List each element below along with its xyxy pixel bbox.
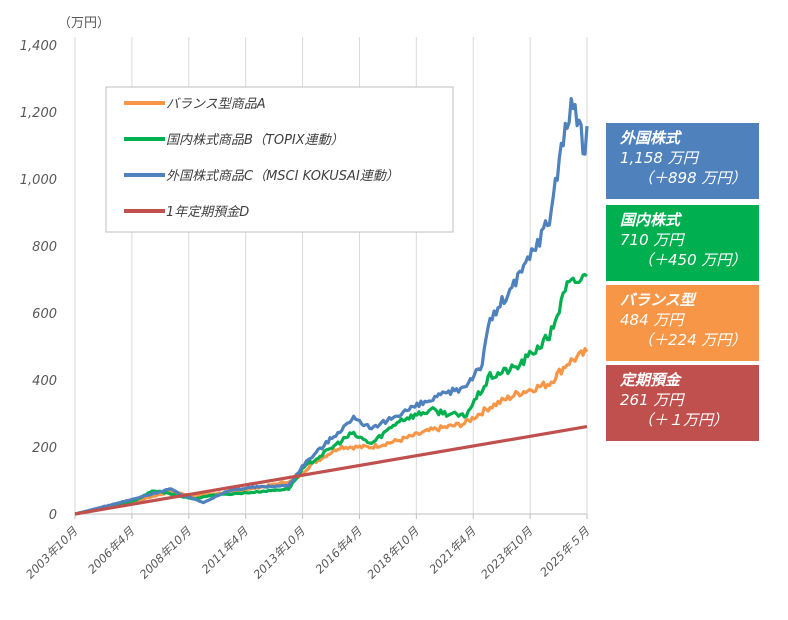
- x-tick-label: 2008年10月: [137, 524, 195, 582]
- legend-box: [105, 86, 454, 233]
- x-tick-label: 2018年10月: [364, 524, 422, 582]
- y-tick-label: 200: [32, 441, 57, 456]
- callout-title: バランス型: [620, 291, 695, 309]
- series-line: [74, 97, 589, 516]
- x-tick-label: 2003年10月: [23, 524, 81, 582]
- x-tick-label: 2023年10月: [478, 524, 536, 582]
- legend: バランス型商品A 国内株式商品B（TOPIX連動） 外国株式商品C（MSCI KOK…: [105, 86, 454, 233]
- callout-title: 定期預金: [620, 371, 681, 389]
- x-tick-label: 2013年10月: [250, 524, 308, 582]
- y-tick-label: 400: [32, 374, 57, 389]
- y-tick-label: 0: [49, 508, 57, 523]
- x-tick-label: 2021年4月: [426, 524, 478, 576]
- callout-gain: （＋１万円）: [638, 411, 729, 429]
- callout-gain: （＋224 万円）: [638, 331, 747, 349]
- callout-box: バランス型 484 万円 （＋224 万円）: [606, 285, 759, 361]
- callout-value: 261 万円: [620, 391, 684, 409]
- callout-box: 国内株式 710 万円 （＋450 万円）: [606, 205, 759, 281]
- callout-title: 国内株式: [620, 211, 681, 229]
- series-line: [74, 347, 589, 516]
- y-tick-label: 1,400: [20, 39, 57, 54]
- x-tick-label: 2016年4月: [313, 524, 365, 576]
- callout-value: 484 万円: [620, 311, 684, 329]
- x-tick-label: 2006年4月: [85, 524, 137, 576]
- y-tick-label: 800: [32, 240, 57, 255]
- y-unit-label: （万円）: [58, 16, 110, 31]
- legend-label: 外国株式商品C（MSCI KOKUSAI連動）: [166, 168, 399, 184]
- callout-box: 定期預金 261 万円 （＋１万円）: [606, 365, 759, 441]
- series-line: [74, 273, 588, 516]
- callout-title: 外国株式: [620, 129, 681, 147]
- callout-value: 710 万円: [620, 231, 684, 249]
- callout-gain: （＋898 万円）: [638, 169, 747, 187]
- callout-box: 外国株式 1,158 万円 （＋898 万円）: [606, 123, 759, 199]
- y-tick-label: 600: [32, 307, 57, 322]
- series-line: [74, 425, 588, 516]
- legend-label: 国内株式商品B（TOPIX連動）: [166, 132, 344, 148]
- x-tick-label: 2011年4月: [199, 524, 251, 576]
- legend-label: バランス型商品A: [166, 97, 266, 112]
- x-tick-label: 2025年５月: [537, 524, 592, 579]
- y-tick-label: 1,000: [20, 173, 57, 188]
- y-tick-label: 1,200: [20, 106, 57, 121]
- callout-value: 1,158 万円: [620, 149, 698, 167]
- series-lines: [74, 97, 589, 516]
- legend-label: 1年定期預金D: [166, 204, 249, 220]
- callout-gain: （＋450 万円）: [638, 251, 747, 269]
